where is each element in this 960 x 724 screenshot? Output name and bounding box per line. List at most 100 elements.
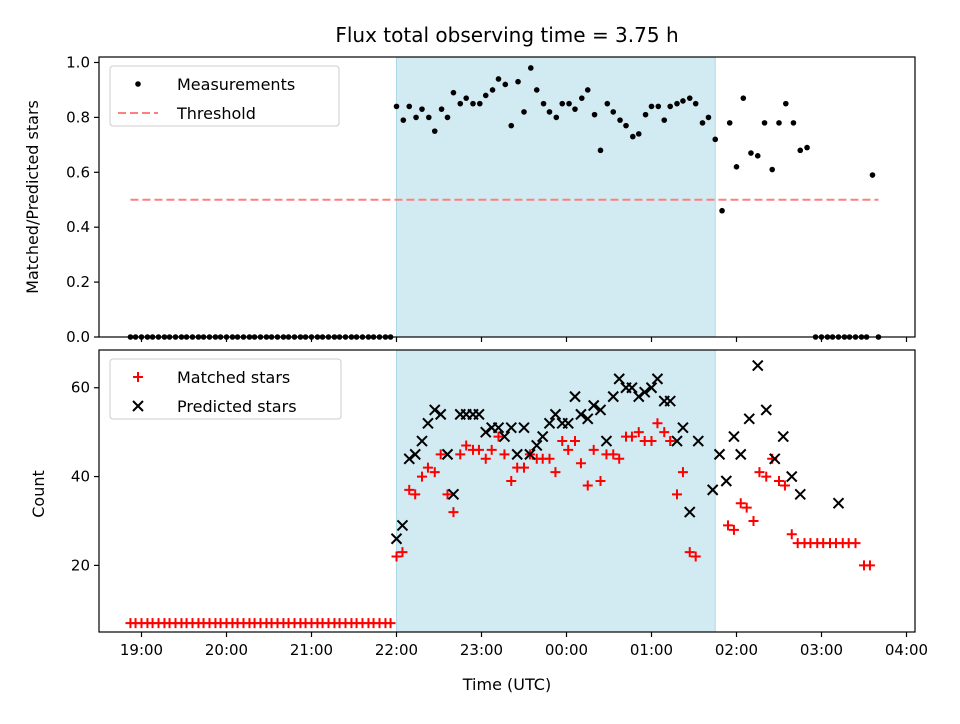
data-point [461,440,472,451]
data-point [431,128,438,134]
data-point [582,480,593,491]
y-tick-label: 0.8 [66,108,90,126]
data-point [692,435,704,447]
data-point [495,76,502,82]
x-axis-label: Time (UTC) [462,675,551,694]
x-tick-label: 19:00 [120,641,163,659]
data-point [655,103,662,110]
data-point [720,475,733,487]
panel-ratio: 0.0 0.2 0.4 0.6 0.8 1.0 Measurements Threshold [66,53,916,346]
data-point [473,408,485,421]
data-point [391,551,402,562]
data-point [444,114,451,121]
data-point [712,136,719,143]
data-point [546,109,553,115]
data-point [403,453,415,465]
data-point [769,453,781,465]
data-point [761,120,768,126]
data-point [664,395,676,407]
data-point [489,87,496,93]
bottom-y-axis-label: Count [29,470,48,518]
data-point [390,533,403,545]
x-tick-label: 21:00 [290,641,333,659]
data-point [733,164,740,170]
data-point [563,444,574,455]
data-point [723,520,733,531]
data-point [850,538,861,549]
data-point [455,449,466,460]
data-point [450,89,457,96]
data-point [397,547,408,558]
data-point [493,431,504,442]
data-point [686,95,693,101]
data-point [531,439,543,452]
data-point [447,488,460,501]
data-point [690,551,701,562]
data-point [508,122,515,129]
x-tick-label: 04:00 [885,641,928,659]
data-point [473,444,484,455]
data-point [608,449,619,460]
data-point [735,498,746,509]
data-point [572,106,578,112]
data-point [607,390,619,403]
data-point [719,207,725,214]
series-predicted-stars [390,359,845,545]
legend: Matched stars Predicted stars [109,358,342,420]
data-point [774,476,784,487]
data-point [406,103,413,110]
data-point [626,382,638,394]
data-point [528,65,534,71]
y-tick-label: 0.2 [66,273,90,291]
data-point [610,109,617,115]
data-point [667,103,673,110]
data-point [790,120,797,126]
data-point [419,106,425,112]
legend-label: Predicted stars [177,397,297,416]
data-point [777,430,789,443]
data-point [794,488,806,501]
data-point [457,100,464,107]
x-tick-label: 22:00 [375,641,418,659]
data-point [409,448,421,461]
data-point [582,413,594,425]
data-point [665,436,676,447]
data-point [518,422,530,434]
data-point [435,449,446,460]
data-point [505,422,517,434]
data-point [726,120,733,126]
data-point [549,408,562,421]
data-point [575,458,586,469]
shaded-region [396,349,716,633]
y-tick-label: 0.6 [66,163,90,181]
data-point [594,404,607,416]
data-point [614,453,625,464]
data-point [760,404,772,416]
data-point [543,417,556,429]
axes-frame [98,56,916,338]
data-point [562,417,574,429]
data-point [600,435,613,447]
legend-marker [132,400,144,412]
legend: Measurements Threshold [109,65,340,127]
data-point [550,467,561,478]
data-point [477,100,483,107]
data-point [754,467,765,478]
data-point [533,87,540,93]
data-point [448,507,459,518]
data-point [544,453,555,464]
data-point [441,448,454,461]
series-measurements [127,65,882,340]
data-point [684,506,696,518]
data-point [652,418,663,429]
data-point [498,430,511,443]
data-point [706,484,719,496]
data-point [404,484,415,495]
data-point [540,100,547,107]
data-point [570,436,580,447]
data-point [553,114,560,121]
legend-label: Threshold [176,104,256,123]
data-point [492,422,505,434]
data-point [502,81,509,88]
data-point [783,100,789,107]
